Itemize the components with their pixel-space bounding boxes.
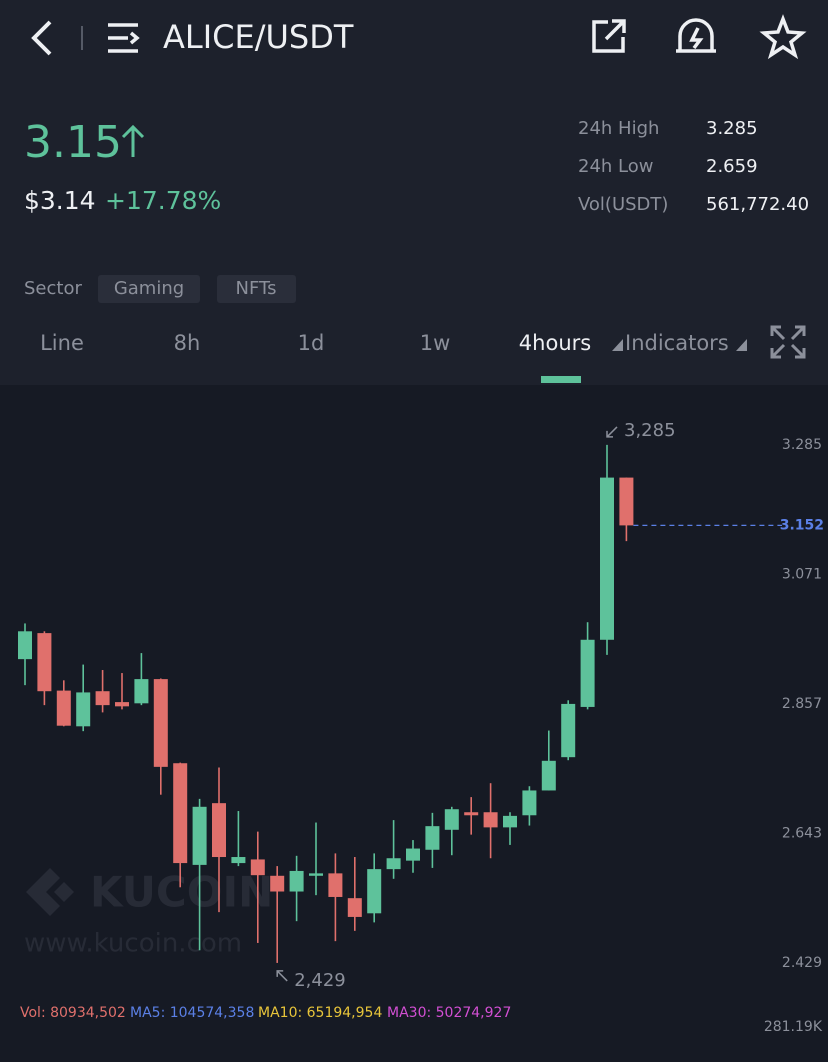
watermark-brand: KUCOIN	[90, 868, 273, 917]
stat-label: 24h Low	[578, 156, 653, 177]
y-tick-label: 2.429	[782, 955, 822, 971]
high-annotation: 3,285	[624, 420, 676, 441]
indicator: Vol: 80934,502	[20, 1005, 126, 1021]
last-price-label: 3.152	[780, 517, 824, 533]
up-arrow	[121, 124, 145, 157]
candle-body	[483, 812, 498, 828]
candle-body	[37, 633, 52, 692]
annotation-arrow	[276, 970, 288, 982]
share-icon[interactable]	[592, 19, 626, 53]
indicator: MA5: 104574,358	[130, 1005, 254, 1021]
price-change: +17.78%	[105, 186, 221, 215]
stat-label: 24h High	[578, 118, 659, 139]
usd-price: $3.14	[24, 186, 96, 215]
candle-body	[309, 873, 323, 876]
watermark-logo	[26, 868, 74, 916]
candle-body	[134, 679, 149, 704]
stat-value: 561,772.40	[706, 194, 809, 215]
candle-body	[600, 477, 614, 640]
tab[interactable]: Indicators	[625, 331, 729, 355]
candle-body	[270, 875, 285, 892]
tab[interactable]: 1d	[298, 331, 325, 355]
tab-underline	[541, 376, 581, 383]
candle-body	[444, 809, 459, 830]
candle-body	[328, 873, 343, 897]
candle-body	[289, 870, 304, 892]
watermark-url: www.kucoin.com	[24, 929, 242, 959]
low-annotation: 2,429	[294, 970, 346, 991]
candle-body	[541, 760, 556, 791]
candle-body	[18, 631, 32, 660]
tag-bg[interactable]	[98, 275, 200, 303]
candle-body	[522, 790, 537, 816]
pair-title: ALICE/USDT	[163, 18, 354, 56]
candle-body	[580, 639, 595, 707]
chart-bg	[0, 385, 828, 1062]
candle-body	[425, 826, 440, 850]
favorite-icon[interactable]	[759, 14, 807, 60]
dropdown-triangle	[612, 339, 623, 351]
candle-body	[503, 815, 517, 828]
tag[interactable]: Gaming	[114, 278, 184, 299]
indicator: MA30: 50274,927	[387, 1005, 511, 1021]
fullscreen-icon[interactable]	[770, 325, 806, 359]
tag[interactable]: NFTs	[236, 278, 277, 299]
candle-body	[250, 859, 265, 876]
alert-icon[interactable]	[676, 18, 716, 53]
candle-body	[347, 898, 362, 917]
candle-body	[406, 848, 420, 861]
tab[interactable]: Line	[40, 331, 84, 355]
candle-body	[192, 806, 207, 865]
candle-body	[464, 812, 479, 816]
y-tick-label: 2.643	[782, 825, 822, 841]
candle-body	[231, 857, 246, 864]
tag-bg[interactable]	[217, 275, 296, 303]
y-tick-label: 3.071	[782, 566, 822, 582]
candle-body	[619, 477, 634, 526]
tab[interactable]: 1w	[420, 331, 451, 355]
stat-label: Vol(USDT)	[578, 194, 668, 215]
candle-body	[95, 691, 110, 706]
candle-body	[386, 858, 401, 870]
stat-value: 2.659	[706, 156, 758, 177]
candle-body	[115, 702, 129, 707]
candle-body	[367, 869, 382, 914]
candle-body	[212, 803, 226, 858]
y-tick-label: 3.285	[782, 437, 822, 453]
volume-axis-label: 281.19K	[764, 1019, 823, 1035]
candle-body	[153, 679, 168, 767]
candle-body	[173, 763, 188, 864]
indicator: MA10: 65194,954	[258, 1005, 382, 1021]
header-bg	[0, 0, 828, 385]
annotation-arrow	[606, 426, 618, 438]
candle-body	[76, 692, 91, 727]
last-price: 3.15	[24, 117, 122, 168]
menu-icon[interactable]	[108, 23, 140, 53]
sector-label: Sector	[24, 278, 82, 299]
stat-value: 3.285	[706, 118, 758, 139]
y-tick-label: 2.857	[782, 696, 822, 712]
candle-body	[56, 690, 71, 726]
dropdown-triangle	[736, 339, 747, 351]
tab[interactable]: 8h	[174, 331, 201, 355]
back-icon[interactable]	[31, 20, 52, 56]
candle-body	[561, 703, 576, 758]
tab-active[interactable]: 4hours	[519, 331, 591, 355]
